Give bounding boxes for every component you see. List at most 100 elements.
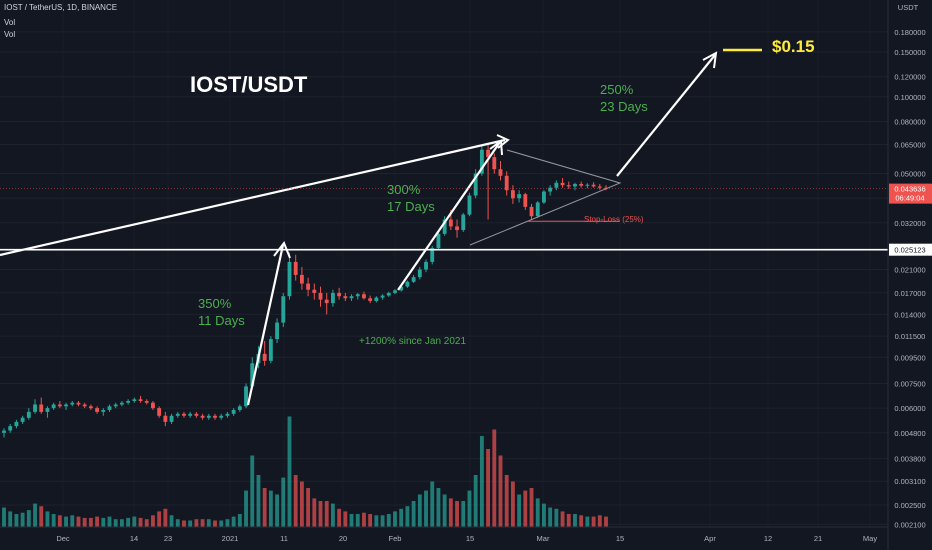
volume-bar: [126, 517, 131, 527]
volume-bar: [33, 503, 37, 527]
candle-body: [479, 149, 484, 174]
time-tick-label: 23: [164, 534, 172, 543]
volume-bar: [39, 506, 44, 527]
symbol-line: IOST / TetherUS, 1D, BINANCE: [4, 3, 118, 12]
price-axis[interactable]: USDT 0.180000 0.150000 0.120000 0.100000 0.08…: [887, 0, 932, 550]
candle-body: [492, 157, 497, 170]
volume-bar: [287, 416, 292, 527]
volume-bar: [51, 514, 56, 527]
time-tick-label: 2021: [222, 534, 239, 543]
volume-bar: [355, 514, 360, 527]
volume-bar: [107, 516, 112, 527]
volume-bar: [349, 514, 354, 527]
candle-body: [597, 186, 602, 188]
volume-bar: [380, 515, 385, 527]
volume-bar: [535, 498, 540, 527]
volume-bar: [231, 516, 236, 527]
candle-body: [237, 406, 242, 410]
volume-bar: [510, 481, 515, 527]
last-price-tag: [889, 183, 932, 204]
volume-bar: [144, 519, 149, 527]
candle-body: [362, 294, 366, 299]
candle-body: [318, 292, 323, 300]
wave1-percent: 350%: [198, 296, 232, 311]
volume-bar: [448, 498, 453, 527]
candle-body: [119, 402, 124, 405]
price-tick-label: 0.100000: [894, 93, 925, 102]
candle-body: [8, 426, 13, 431]
stop-loss-label: Stop-Loss (25%): [584, 215, 644, 224]
candle-body: [411, 277, 416, 282]
price-axis-bg: [888, 0, 932, 550]
volume-bar: [293, 475, 298, 527]
wave2-arrow: [397, 141, 501, 291]
price-tick-label: 0.032000: [894, 219, 925, 228]
symbol-header: IOST / TetherUS, 1D, BINANCE: [4, 3, 117, 12]
candle-body: [244, 386, 248, 407]
volume-bar: [467, 490, 472, 527]
volume-bar: [76, 516, 81, 527]
volume-bar: [318, 501, 323, 527]
resistance-price-tag: [889, 243, 932, 256]
candle-body: [393, 290, 397, 293]
candle-body: [517, 194, 522, 199]
volume-bar: [138, 517, 143, 527]
volume-bar: [82, 517, 87, 527]
volume-bar: [119, 519, 124, 527]
candle-body: [312, 289, 317, 293]
candle-body: [200, 415, 205, 418]
volume-bar: [244, 490, 248, 527]
time-axis[interactable]: Dec 14 23 2021 11 20 Feb 15 Mar 15 Apr 12 21 May: [0, 526, 888, 543]
annotation-labels: IOST/USDT $0.15 350% 11 Days 300% 17 Days 250%…: [190, 37, 815, 347]
candle-body: [82, 404, 87, 407]
volume-bar: [542, 503, 546, 527]
candle-body: [107, 406, 112, 410]
volume-bar: [275, 494, 279, 527]
volume-bar: [26, 510, 31, 527]
volume-bar: [188, 520, 193, 527]
candle-body: [64, 404, 68, 407]
candles: [2, 142, 608, 438]
candle-body: [163, 415, 168, 422]
candle-body: [343, 296, 348, 299]
volume-bar: [498, 455, 503, 527]
candle-body: [138, 399, 143, 401]
volume-bar: [268, 490, 273, 527]
wave2-arrowhead: [489, 139, 503, 156]
long-trend-arrow: [0, 138, 506, 257]
candle-body: [585, 184, 590, 186]
volume-bar: [213, 520, 217, 527]
wave3-days: 23 Days: [600, 99, 648, 114]
volume-bar: [399, 508, 404, 527]
price-tick-label: 0.007500: [894, 379, 925, 388]
volume-bar: [200, 519, 205, 527]
volume-bar: [132, 516, 137, 527]
volume-bar: [436, 488, 441, 527]
wave2-percent: 300%: [387, 182, 421, 197]
volume-bar: [182, 520, 186, 527]
candle-body: [604, 187, 608, 189]
price-tick-label: 0.002100: [894, 520, 925, 529]
volume-bar: [461, 501, 466, 527]
volume-bar: [517, 494, 522, 527]
vol-legend-2: Vol: [4, 30, 16, 39]
candle-body: [231, 409, 236, 414]
volume-bar: [70, 515, 75, 527]
candle-body: [14, 421, 19, 427]
volume-bar: [585, 516, 590, 527]
candle-body: [467, 195, 472, 215]
volume-bar: [566, 514, 571, 527]
candle-body: [380, 295, 385, 298]
candle-body: [436, 233, 441, 249]
since-jan-label: +1200% since Jan 2021: [359, 336, 466, 347]
price-tick-label: 0.150000: [894, 48, 925, 57]
candle-body: [206, 415, 211, 418]
candle-body: [424, 261, 428, 270]
time-tick-label: Apr: [704, 534, 716, 543]
candle-body: [566, 185, 571, 187]
volume-bar: [573, 514, 577, 527]
volume-bar: [256, 475, 261, 527]
wave3-arrow: [616, 54, 716, 177]
candle-body: [405, 281, 410, 287]
